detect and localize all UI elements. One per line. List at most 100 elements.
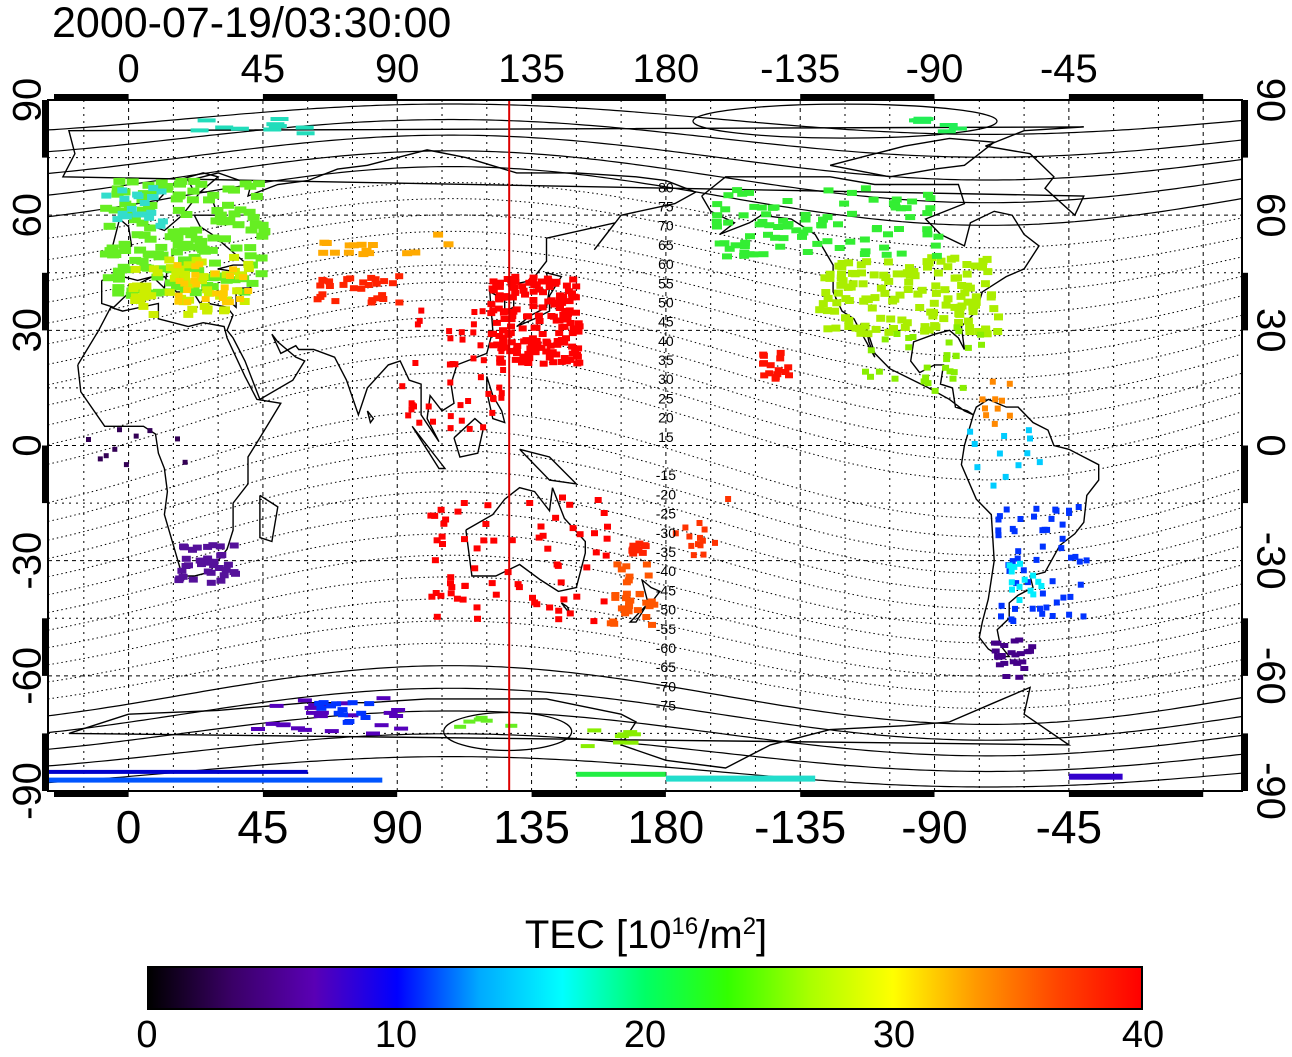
tec-cell [367, 299, 376, 306]
tec-cell [1024, 450, 1031, 457]
tec-cell [621, 610, 630, 617]
tec-cell [568, 343, 577, 350]
tec-cell [1025, 427, 1032, 434]
tec-cell [1006, 412, 1013, 419]
tec-cell [556, 302, 564, 309]
mag-lat-label: 50 [658, 295, 674, 311]
tec-cell [192, 267, 205, 275]
frame-tick-bar [42, 272, 48, 331]
tec-cell [937, 129, 956, 134]
tec-cell [850, 270, 860, 278]
tec-cell [380, 278, 389, 285]
tec-cell [121, 266, 134, 274]
tec-cell [784, 364, 793, 371]
tec-band [48, 769, 308, 774]
tec-cell [836, 274, 846, 282]
tec-cell [1016, 651, 1025, 657]
tec-cell [207, 191, 220, 199]
tec-cell [458, 417, 465, 424]
tec-cell [905, 214, 916, 221]
tec-cell [433, 613, 441, 620]
tec-cell [890, 202, 900, 209]
tec-cell [453, 595, 461, 602]
tec-cell [994, 313, 1003, 321]
tec-cell [470, 355, 477, 362]
tec-cell [555, 330, 564, 337]
tec-cell [495, 333, 504, 339]
tec-cell [418, 307, 425, 314]
tec-cell [617, 605, 626, 612]
tec-cell [529, 303, 538, 310]
tec-cell [569, 525, 577, 532]
tec-cell [123, 462, 129, 468]
tec-cell [533, 344, 542, 351]
mag-lat-label: 80 [658, 179, 674, 195]
tec-cell [539, 360, 548, 367]
tec-cell [943, 263, 953, 271]
tec-cell [313, 714, 328, 719]
tec-cell [530, 282, 539, 288]
tec-cell [431, 557, 439, 564]
tec-cell [557, 358, 566, 365]
y-tick-label-left: 30 [6, 308, 50, 353]
frame-tick-bar [54, 791, 129, 797]
mag-lat-label: 70 [658, 218, 674, 234]
tec-cell [1058, 545, 1065, 552]
tec-cell [230, 244, 243, 252]
frame-tick-bar [54, 94, 129, 100]
tec-cell [521, 291, 529, 298]
tec-cell [775, 243, 786, 250]
frame-tick-bar [531, 94, 666, 100]
tec-cell [902, 319, 912, 327]
tec-cell [1020, 666, 1029, 671]
tec-cell [148, 311, 159, 318]
tec-cell [1008, 579, 1015, 586]
tec-cell [816, 222, 827, 229]
tec-cell [152, 269, 163, 277]
tec-cell [136, 196, 149, 204]
y-tick-label-right: 0 [1248, 434, 1292, 456]
y-tick-label-left: 60 [6, 193, 50, 238]
tec-cell [204, 558, 214, 565]
tec-cell [844, 316, 854, 324]
mag-lat-label: -65 [656, 659, 676, 675]
tec-cell [276, 723, 291, 728]
tec-cell [983, 412, 990, 419]
tec-cell [255, 270, 268, 278]
tec-cell [459, 336, 466, 343]
tec-cell [1021, 576, 1028, 583]
x-tick-label-top: 90 [375, 47, 420, 91]
tec-cell [112, 289, 125, 297]
mag-lat-contour [48, 687, 1242, 741]
tec-cell [414, 321, 421, 328]
coast-madagascar [259, 494, 279, 543]
tec-cell [187, 285, 200, 293]
tec-cell [967, 428, 974, 435]
tec-cell [1006, 562, 1013, 569]
tec-cell [438, 533, 446, 540]
tec-cell [1009, 586, 1015, 593]
tec-cell [183, 310, 194, 318]
tec-cell [613, 561, 622, 568]
tec-cell [432, 590, 440, 596]
colorbar-tick-label: 10 [374, 1014, 418, 1056]
tec-cell [922, 210, 933, 217]
tec-cell [205, 246, 218, 254]
tec-cell [471, 565, 479, 572]
tec-cell [847, 210, 857, 217]
tec-cell [566, 501, 574, 508]
tec-cell [144, 214, 155, 221]
tec-cell [964, 344, 972, 351]
tec-cell [924, 380, 932, 387]
tec-cell [856, 261, 866, 269]
mag-lat-label: -55 [656, 621, 676, 637]
tec-cell [524, 350, 533, 357]
tec-cell [1000, 660, 1009, 666]
tec-cell [907, 198, 918, 205]
tec-cell [1015, 462, 1022, 469]
mag-lat-contour [48, 150, 1242, 204]
tec-cell [447, 379, 454, 386]
tec-cell [941, 301, 951, 309]
tec-cell [244, 244, 257, 252]
tec-cell [745, 233, 755, 240]
